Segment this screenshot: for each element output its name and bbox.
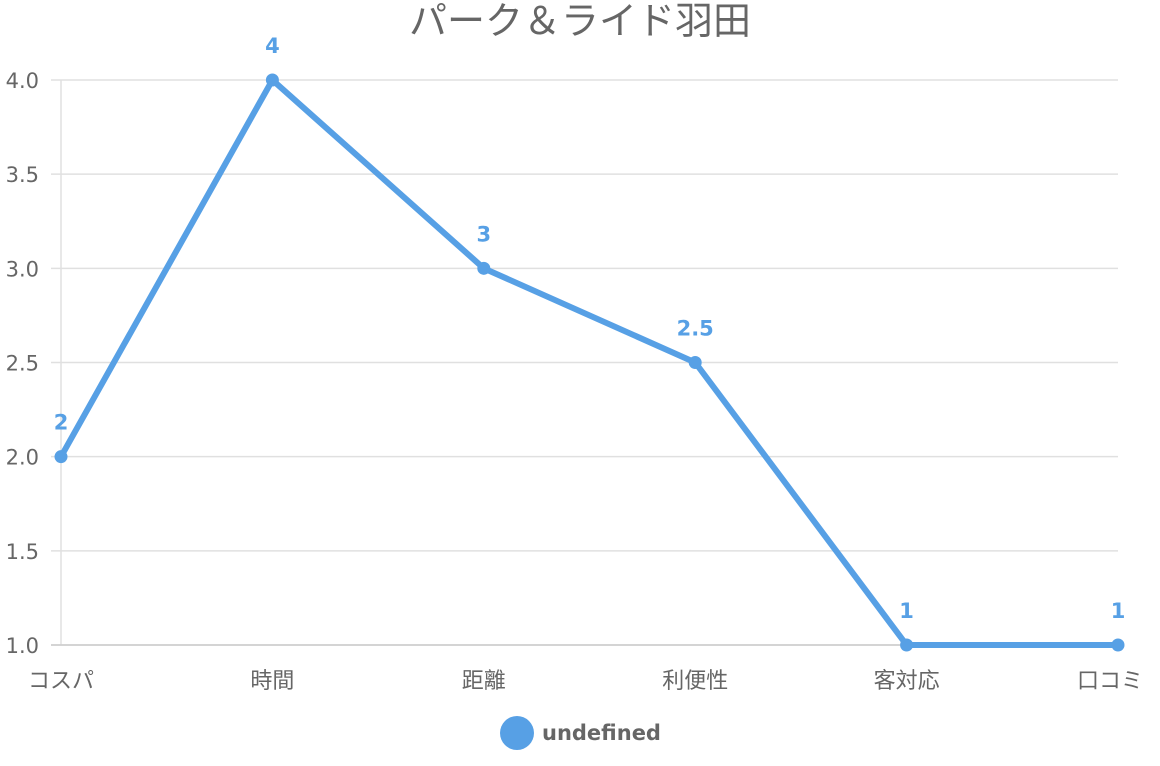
- chart-title: パーク＆ライド羽田: [409, 0, 751, 43]
- y-tick-label: 1.5: [6, 540, 39, 564]
- y-tick-label: 2.0: [6, 446, 39, 470]
- data-point[interactable]: [688, 356, 702, 369]
- x-tick-label: 利便性: [662, 669, 728, 694]
- grid-lines: [51, 79, 1118, 646]
- x-axis: コスパ 時間 距離 利便性 客対応 口コミ: [28, 669, 1143, 694]
- data-label: 4: [265, 34, 280, 58]
- data-point[interactable]: [1111, 638, 1125, 652]
- y-axis: 1.0 1.5 2.0 2.5 3.0 3.5 4.0: [6, 69, 39, 658]
- data-label: 1: [899, 599, 914, 623]
- y-tick-label: 1.0: [6, 634, 39, 658]
- x-tick-label: 口コミ: [1077, 669, 1143, 694]
- y-tick-label: 4.0: [6, 69, 39, 93]
- series: [54, 73, 1125, 652]
- legend-swatch: [500, 716, 534, 750]
- x-tick-label: コスパ: [28, 669, 94, 694]
- series-line: [58, 77, 1121, 648]
- data-point[interactable]: [265, 73, 279, 87]
- data-label: 1: [1111, 599, 1126, 623]
- data-point[interactable]: [54, 450, 68, 464]
- legend-label: undefined: [542, 721, 661, 745]
- data-labels: 2 4 3 2.5 1 1: [54, 34, 1126, 623]
- data-label: 3: [476, 222, 491, 246]
- x-tick-label: 客対応: [874, 669, 940, 694]
- data-point[interactable]: [477, 261, 491, 275]
- legend[interactable]: undefined: [500, 716, 661, 750]
- x-tick-label: 距離: [462, 669, 506, 694]
- data-label: 2.5: [677, 317, 714, 341]
- x-tick-label: 時間: [250, 669, 294, 694]
- data-point[interactable]: [900, 638, 914, 652]
- y-tick-label: 2.5: [6, 352, 39, 376]
- y-tick-label: 3.0: [6, 257, 39, 281]
- data-label: 2: [54, 411, 69, 435]
- y-tick-label: 3.5: [6, 163, 39, 187]
